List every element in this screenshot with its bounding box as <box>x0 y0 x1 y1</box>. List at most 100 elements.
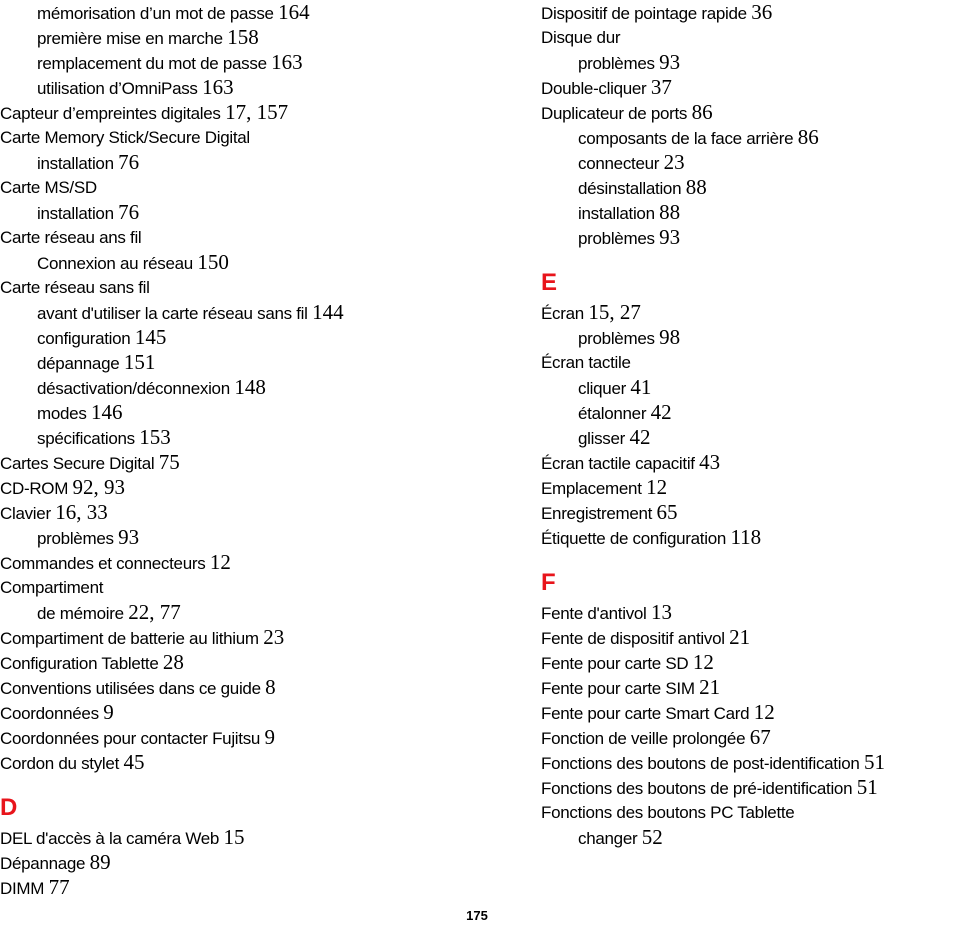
index-term: Fente pour carte SD <box>541 654 689 673</box>
page-reference: 9 <box>103 700 114 724</box>
page-reference: 158 <box>227 25 259 49</box>
index-entry: Écran tactile capacitif 43 <box>541 450 954 475</box>
index-term: Dispositif de pointage rapide <box>541 4 747 23</box>
index-entry: Fonctions des boutons PC Tablette <box>541 800 954 825</box>
index-entry: Compartiment de batterie au lithium 23 <box>0 625 530 650</box>
index-entry: Écran tactile <box>541 350 954 375</box>
index-term: problèmes <box>578 329 655 348</box>
index-term: Fonction de veille prolongée <box>541 729 746 748</box>
index-term: Écran <box>541 304 584 323</box>
page-reference: 153 <box>139 425 171 449</box>
index-term: Fente pour carte Smart Card <box>541 704 750 723</box>
index-term: cliquer <box>578 379 626 398</box>
page-reference: 75 <box>158 450 180 474</box>
index-term: Configuration Tablette <box>0 654 159 673</box>
page-reference: 148 <box>234 375 266 399</box>
index-term: Cartes Secure Digital <box>0 454 155 473</box>
page-reference: 12 <box>692 650 714 674</box>
index-subentry: cliquer 41 <box>541 375 954 400</box>
index-entry: Fente pour carte Smart Card 12 <box>541 700 954 725</box>
index-entry: Fente pour carte SIM 21 <box>541 675 954 700</box>
page-reference: 150 <box>197 250 229 274</box>
index-term: Carte MS/SD <box>0 178 97 197</box>
index-term: Écran tactile capacitif <box>541 454 695 473</box>
index-term: Double-cliquer <box>541 79 647 98</box>
index-term: problèmes <box>578 229 655 248</box>
page-reference: 98 <box>659 325 681 349</box>
index-subentry: modes 146 <box>0 400 530 425</box>
index-subentry: installation 88 <box>541 200 954 225</box>
index-entry: DEL d'accès à la caméra Web 15 <box>0 825 530 850</box>
index-entry: Commandes et connecteurs 12 <box>0 550 530 575</box>
page-reference: 23 <box>263 625 285 649</box>
index-term: Cordon du stylet <box>0 754 119 773</box>
index-entry: Fente d'antivol 13 <box>541 600 954 625</box>
index-entry: Écran 15, 27 <box>541 300 954 325</box>
index-term: Carte réseau ans fil <box>0 228 142 247</box>
index-entry: Disque dur <box>541 25 954 50</box>
page-reference: 92, 93 <box>72 475 126 499</box>
index-subentry: configuration 145 <box>0 325 530 350</box>
page-reference: 21 <box>699 675 721 699</box>
index-entry: Fonctions des boutons de pré-identificat… <box>541 775 954 800</box>
section-letter: E <box>541 269 558 296</box>
page-reference: 51 <box>856 775 878 799</box>
page-reference: 76 <box>118 200 140 224</box>
page-reference: 67 <box>749 725 771 749</box>
index-entry: Carte réseau sans fil <box>0 275 530 300</box>
index-term: désinstallation <box>578 179 682 198</box>
index-entry: Coordonnées 9 <box>0 700 530 725</box>
index-entry: Cartes Secure Digital 75 <box>0 450 530 475</box>
index-entry: Coordonnées pour contacter Fujitsu 9 <box>0 725 530 750</box>
index-entry: Compartiment <box>0 575 530 600</box>
page-reference: 151 <box>123 350 156 374</box>
index-subentry: problèmes 93 <box>0 525 530 550</box>
page-reference: 145 <box>134 325 167 349</box>
index-subentry: composants de la face arrière 86 <box>541 125 954 150</box>
index-term: Emplacement <box>541 479 642 498</box>
page-reference: 89 <box>89 850 111 874</box>
index-term: mémorisation d’un mot de passe <box>37 4 274 23</box>
index-column-left: mémorisation d’un mot de passe 164 premiè… <box>0 0 530 900</box>
index-entry: Carte Memory Stick/Secure Digital <box>0 125 530 150</box>
index-entry: Configuration Tablette 28 <box>0 650 530 675</box>
page-reference: 45 <box>123 750 145 774</box>
index-entry: Cordon du stylet 45 <box>0 750 530 775</box>
index-subentry: problèmes 93 <box>541 50 954 75</box>
page-reference: 16, 33 <box>55 500 108 524</box>
index-subentry: installation 76 <box>0 200 530 225</box>
index-term: Compartiment de batterie au lithium <box>0 629 259 648</box>
index-term: connecteur <box>578 154 660 173</box>
index-entry: Enregistrement 65 <box>541 500 954 525</box>
page-reference: 8 <box>265 675 276 699</box>
index-term: Fonctions des boutons de pré-identificat… <box>541 779 853 798</box>
index-subentry: avant d'utiliser la carte réseau sans fi… <box>0 300 530 325</box>
index-subentry: remplacement du mot de passe 163 <box>0 50 530 75</box>
page-reference: 12 <box>646 475 668 499</box>
index-term: spécifications <box>37 429 135 448</box>
index-term: étalonner <box>578 404 647 423</box>
index-entry: Carte réseau ans fil <box>0 225 530 250</box>
index-term: Duplicateur de ports <box>541 104 688 123</box>
index-entry: DIMM 77 <box>0 875 530 900</box>
section-letter: D <box>0 794 18 821</box>
page-reference: 42 <box>650 400 672 424</box>
page-reference: 37 <box>650 75 672 99</box>
index-entry: Dépannage 89 <box>0 850 530 875</box>
page-reference: 86 <box>797 125 819 149</box>
index-entry: Duplicateur de ports 86 <box>541 100 954 125</box>
index-term: Capteur d’empreintes digitales <box>0 104 221 123</box>
index-term: installation <box>578 204 655 223</box>
index-term: Carte réseau sans fil <box>0 278 150 297</box>
page-reference: 86 <box>691 100 713 124</box>
page-reference: 163 <box>202 75 234 99</box>
index-subentry: dépannage 151 <box>0 350 530 375</box>
page-reference: 65 <box>656 500 678 524</box>
index-term: Compartiment <box>0 578 104 597</box>
index-column-right: Dispositif de pointage rapide 36 Disque d… <box>541 0 954 850</box>
page-reference: 77 <box>48 875 70 899</box>
index-term: Écran tactile <box>541 353 631 372</box>
index-term: glisser <box>578 429 626 448</box>
page-number: 175 <box>466 908 488 923</box>
index-entry: Carte MS/SD <box>0 175 530 200</box>
